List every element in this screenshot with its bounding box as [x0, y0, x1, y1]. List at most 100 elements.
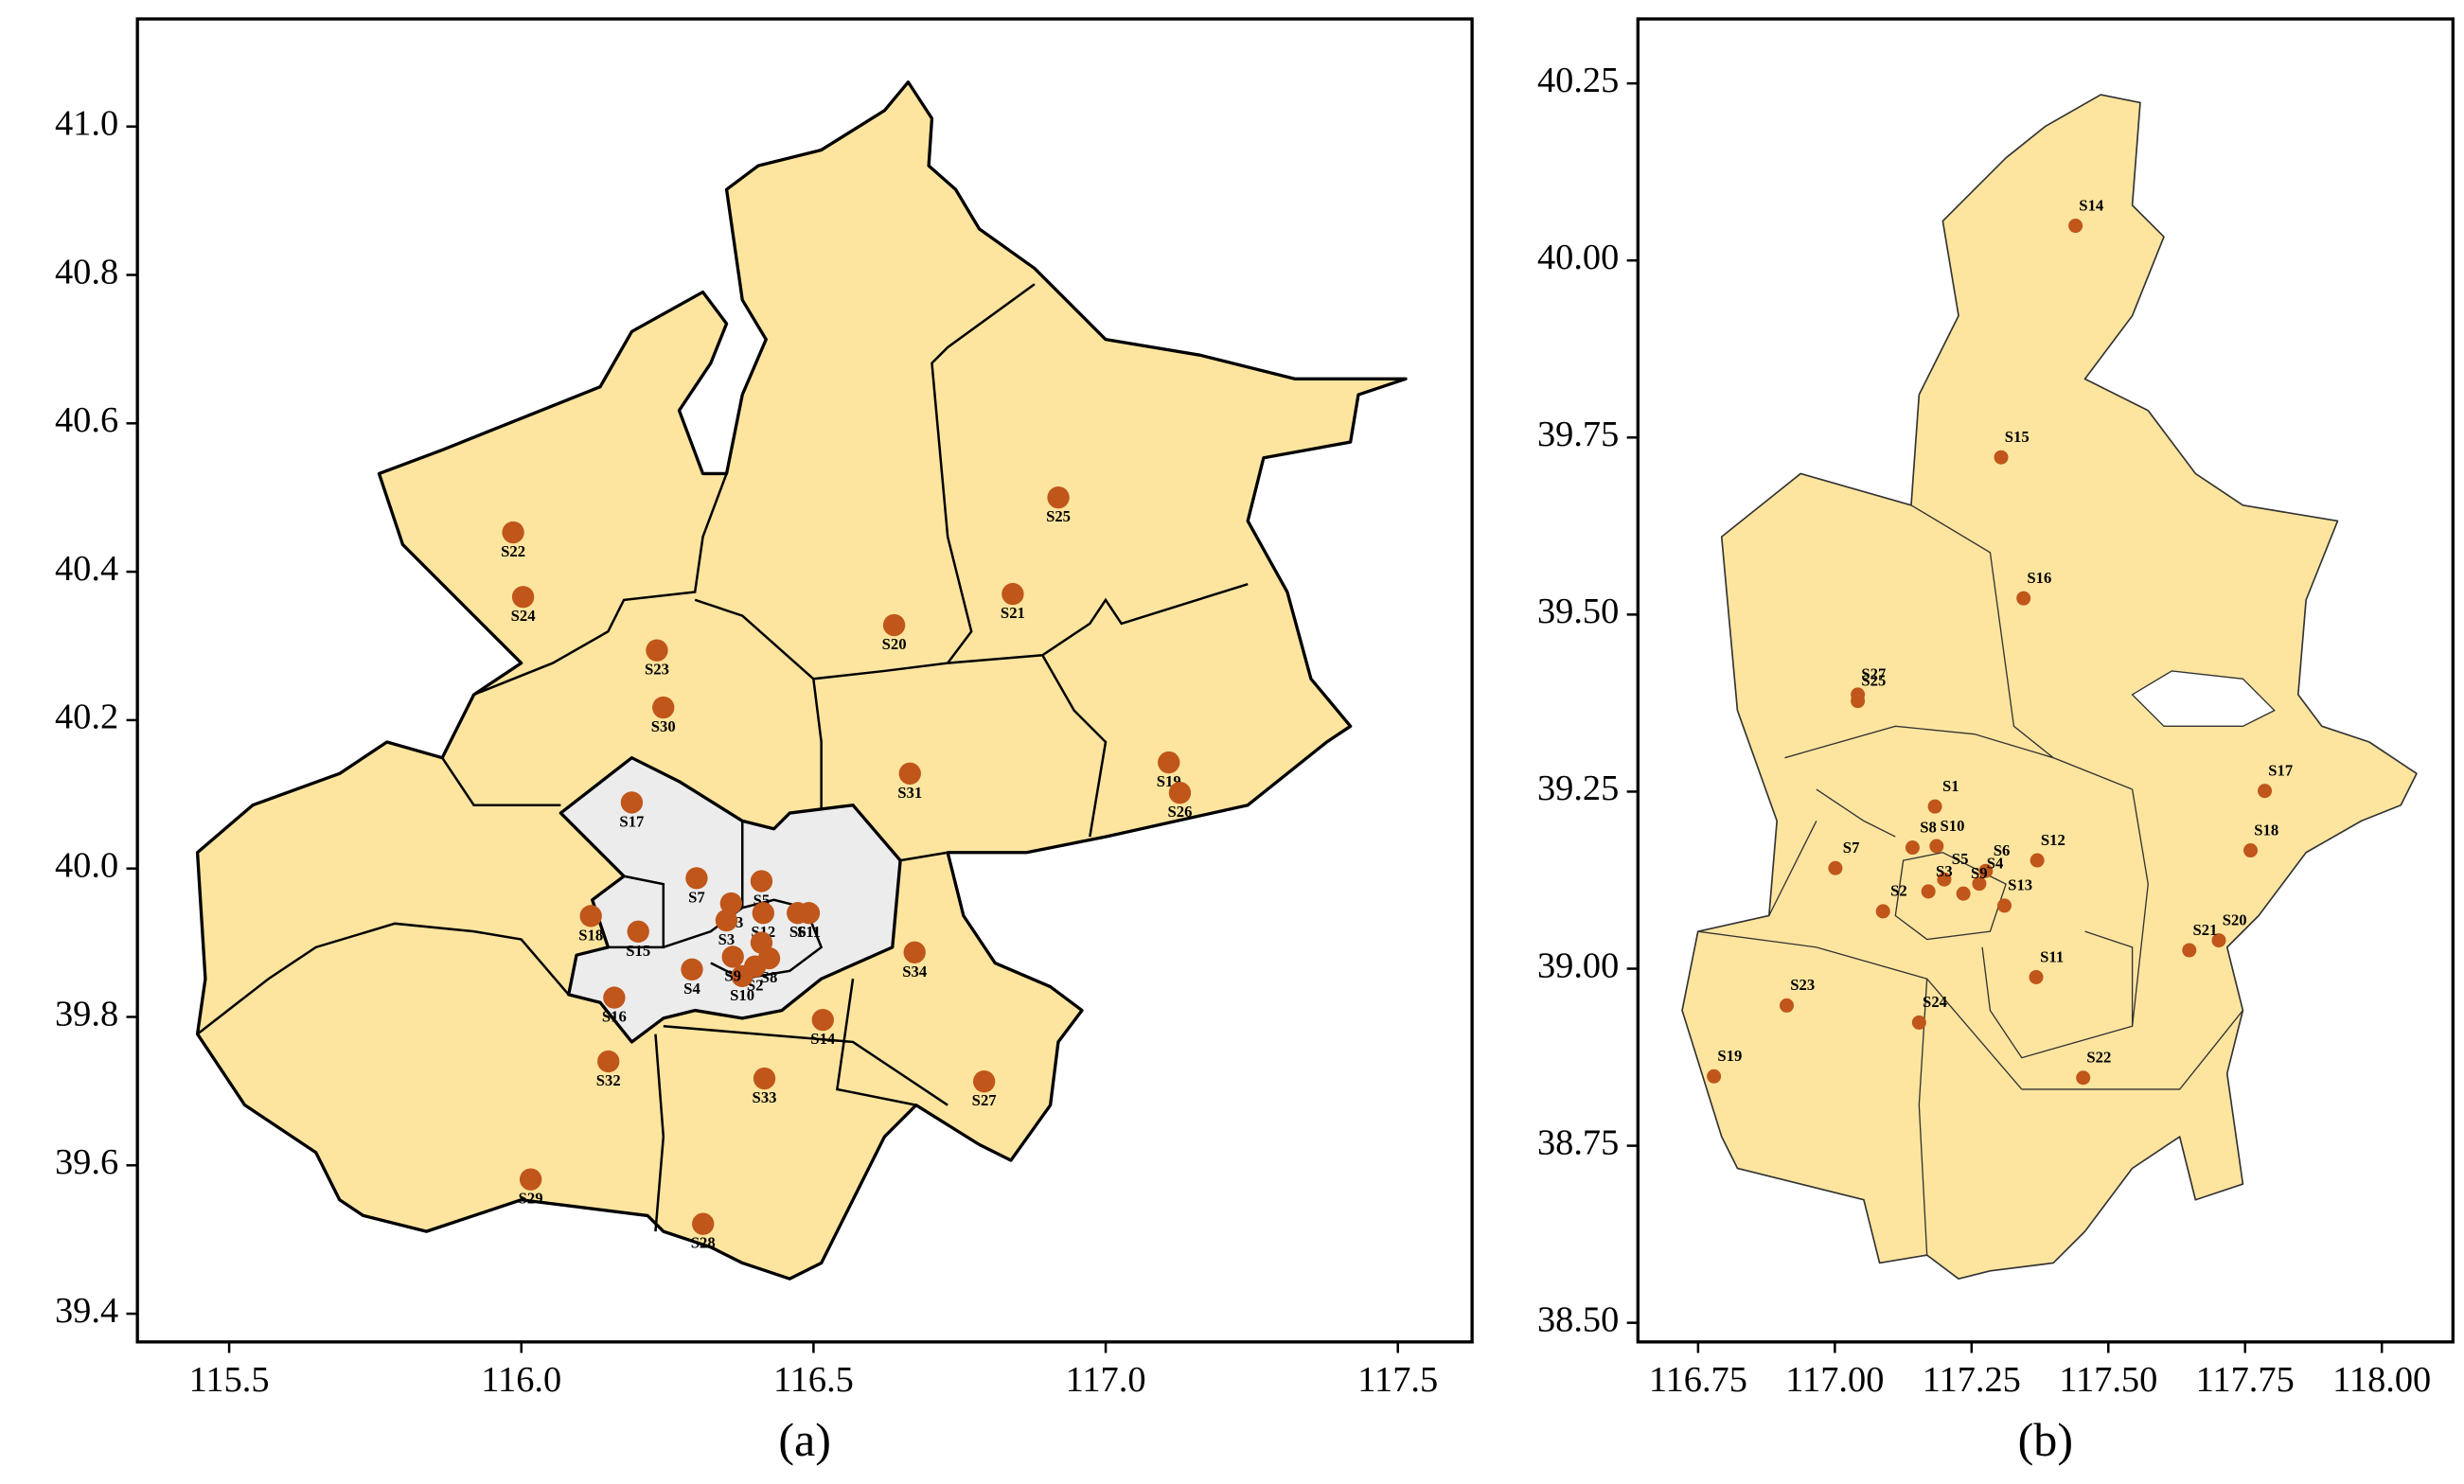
station — [1978, 863, 1994, 878]
station — [1002, 582, 1024, 606]
station-label: S22 — [2086, 1049, 2111, 1067]
station — [2182, 943, 2197, 958]
station — [752, 902, 774, 925]
station-label: S3 — [1936, 862, 1953, 880]
x-tick-label: 117.50 — [2059, 1360, 2157, 1400]
station — [2029, 969, 2044, 984]
station-label: S25 — [1861, 671, 1886, 689]
station-label: S10 — [730, 986, 754, 1004]
station-label: S22 — [501, 542, 525, 560]
station-label: S33 — [753, 1088, 777, 1106]
station-label: S21 — [2193, 921, 2218, 939]
station — [882, 613, 906, 637]
station — [620, 791, 644, 814]
tianjin-map — [1681, 94, 2418, 1280]
station — [2030, 853, 2045, 868]
station — [731, 964, 753, 988]
y-tick-label: 38.75 — [1537, 1122, 1619, 1162]
y-tick-label: 40.0 — [55, 846, 118, 886]
station-label: S16 — [602, 1008, 627, 1026]
caption: (a) — [778, 1413, 831, 1466]
station — [1921, 884, 1936, 899]
x-tick-label: 115.5 — [189, 1360, 270, 1400]
y-tick-label: 40.8 — [55, 252, 118, 292]
station-label: S21 — [1001, 604, 1025, 622]
station-label: S5 — [1952, 850, 1969, 868]
x-tick-label: 117.00 — [1785, 1360, 1884, 1400]
station-label: S15 — [626, 942, 650, 960]
station — [646, 639, 668, 662]
y-tick-label: 39.50 — [1537, 592, 1619, 631]
station-label: S8 — [761, 968, 778, 986]
station-label: S27 — [1861, 665, 1886, 683]
x-tick-label: 116.75 — [1649, 1360, 1747, 1400]
station — [519, 1168, 542, 1191]
x-tick-label: 117.0 — [1066, 1360, 1146, 1400]
station — [1158, 751, 1180, 774]
station-label: S18 — [578, 926, 603, 944]
lake — [2131, 670, 2276, 727]
station-label: S9 — [1971, 864, 1988, 882]
station-label: S18 — [2254, 821, 2278, 839]
station — [652, 696, 675, 719]
station-label: S31 — [897, 784, 922, 802]
station — [502, 521, 524, 544]
station — [753, 1067, 776, 1090]
x-tick-label: 117.75 — [2196, 1360, 2295, 1400]
x-tick-label: 116.0 — [481, 1360, 561, 1400]
station-label: S11 — [797, 923, 821, 941]
district-border — [1697, 504, 2243, 1256]
station — [715, 909, 738, 932]
station — [2211, 933, 2226, 948]
station — [2016, 591, 2031, 606]
station — [1911, 1015, 1926, 1030]
station — [511, 586, 535, 609]
x-tick-label: 118.00 — [2332, 1360, 2431, 1400]
station — [1875, 904, 1890, 919]
x-tick-label: 116.5 — [773, 1360, 854, 1400]
station — [627, 920, 649, 944]
station-label: S25 — [1046, 507, 1071, 525]
y-tick-label: 40.00 — [1537, 238, 1619, 277]
station-label: S19 — [1717, 1047, 1742, 1065]
frame — [135, 17, 1474, 1344]
station — [1851, 694, 1866, 709]
station — [1929, 839, 1944, 854]
station — [1168, 782, 1192, 804]
station-label: S24 — [511, 607, 537, 625]
station-label: S29 — [519, 1190, 543, 1208]
station-label: S12 — [2041, 831, 2065, 849]
frame — [1636, 17, 2455, 1344]
station — [1779, 998, 1795, 1013]
station — [811, 1008, 834, 1032]
station-label: S9 — [724, 966, 741, 984]
station-label: S16 — [2027, 569, 2051, 587]
station-label: S13 — [2008, 876, 2032, 894]
x-tick-label: 117.5 — [1357, 1360, 1438, 1400]
y-tick-label: 40.25 — [1537, 61, 1619, 100]
station — [1996, 898, 2012, 913]
station-label: S23 — [645, 661, 669, 679]
station-label: S2 — [1890, 882, 1907, 900]
station — [1905, 840, 1920, 856]
station-label: S27 — [972, 1091, 997, 1109]
station-label: S4 — [683, 980, 700, 998]
station-label: S7 — [688, 888, 705, 906]
station-label: S1 — [1942, 777, 1959, 795]
station-label: S3 — [718, 930, 736, 948]
y-tick-label: 39.75 — [1537, 415, 1619, 454]
y-tick-label: 40.4 — [55, 549, 118, 589]
station — [1956, 886, 1971, 901]
station — [721, 945, 744, 968]
station-label: S30 — [651, 717, 676, 735]
beijing-map — [195, 80, 1408, 1281]
station — [719, 892, 743, 915]
station-label: S17 — [2268, 761, 2293, 779]
station — [1972, 876, 1987, 892]
station — [692, 1212, 715, 1235]
station — [681, 958, 703, 980]
station — [903, 941, 926, 963]
station-label: S6 — [789, 923, 807, 941]
y-tick-label: 40.6 — [55, 400, 118, 440]
